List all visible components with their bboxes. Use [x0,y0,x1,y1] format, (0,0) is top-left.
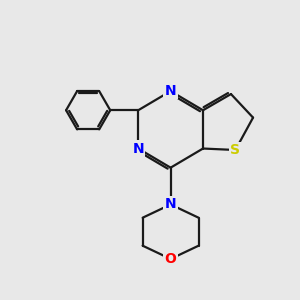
Text: O: O [165,252,176,266]
Text: N: N [165,197,176,212]
Text: N: N [165,84,176,98]
Text: N: N [132,142,144,155]
Text: S: S [230,143,240,157]
